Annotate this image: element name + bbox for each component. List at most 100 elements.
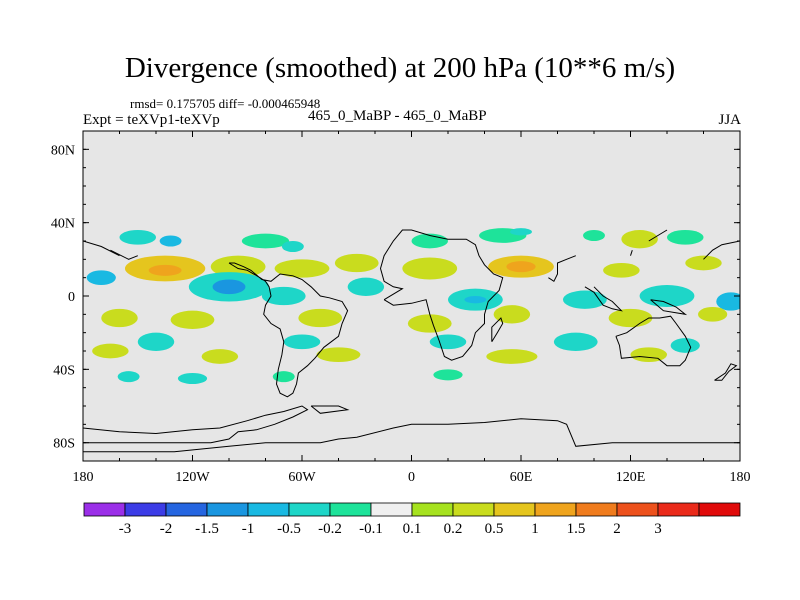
field-blob-3	[281, 241, 304, 252]
x-tick-label-5: 120E	[616, 470, 646, 485]
colorbar-swatch-9	[452, 502, 495, 517]
coastline-1	[83, 418, 740, 453]
field-blob-28	[639, 285, 695, 307]
field-blob-34	[493, 305, 531, 324]
coastline-15	[548, 255, 576, 283]
y-axis: 80N 40N 0 40S 80S	[51, 130, 740, 462]
field-blob-18	[603, 263, 640, 278]
coastline-12	[83, 240, 120, 257]
field-blob-15	[402, 257, 458, 280]
coastline-5	[379, 229, 504, 361]
x-tick-label-2: 60W	[288, 470, 316, 485]
field-blob-41	[670, 338, 700, 353]
field-blob-29	[716, 292, 740, 311]
colorbar-label-4: -0.5	[277, 521, 301, 537]
coastline-6	[491, 317, 504, 343]
field-blob-13	[274, 259, 330, 278]
field-blob-1	[159, 235, 182, 247]
coastline-0	[83, 405, 309, 444]
colorbar-label-11: 1.5	[567, 521, 586, 537]
x-tick-label-0: 180	[73, 470, 94, 485]
field-blob-46	[630, 347, 667, 362]
field-blob-50	[117, 371, 140, 383]
chart-title: Divergence (smoothed) at 200 hPa (10**6 …	[124, 52, 676, 84]
x-tick-label-3: 0	[408, 470, 415, 485]
field-blob-36	[698, 307, 728, 322]
field-blob-2	[241, 233, 290, 249]
field-blob-9	[667, 230, 704, 245]
field-blob-8	[621, 230, 658, 249]
stats-text: rmsd= 0.175705 diff= -0.000465948	[130, 96, 321, 111]
colorbar-swatch-8	[411, 502, 454, 517]
colorbar-label-13: 3	[654, 521, 662, 537]
y-tick-label-4: 80S	[53, 437, 75, 452]
coastline-2	[310, 405, 350, 414]
colorbar-swatch-13	[616, 502, 659, 517]
field-blob-32	[298, 308, 343, 328]
field-blob-47	[177, 373, 208, 384]
colorbar-swatch-1	[124, 502, 167, 517]
field-blob-45	[486, 349, 538, 364]
x-tick-label-4: 60E	[510, 470, 533, 485]
colorbar-swatch-7	[370, 502, 413, 517]
field-blob-44	[316, 347, 361, 362]
colorbar-label-12: 2	[613, 521, 621, 537]
y-tick-label-2: 0	[68, 290, 75, 305]
colorbar-swatch-15	[698, 502, 741, 517]
x-axis: 180 120W 60W 0 60E 120E 180	[73, 131, 751, 485]
field-blob-31	[170, 310, 215, 330]
colorbar-swatch-5	[288, 502, 331, 517]
colorbar-swatch-4	[247, 502, 290, 517]
y-tick-label-1: 40N	[51, 217, 75, 232]
colorbar: -3 -2 -1.5 -1 -0.5 -0.2 -0.1 0.1 0.2 0.5 1 1.5 2 3	[83, 502, 741, 537]
field-blob-40	[553, 332, 598, 352]
case-label: 465_0_MaBP - 465_0_MaBP	[308, 108, 487, 124]
colorbar-swatch-3	[206, 502, 249, 517]
field-blob-43	[201, 349, 239, 364]
field-blob-24	[347, 277, 385, 297]
field-blob-22	[212, 279, 246, 295]
field-blob-49	[433, 369, 463, 381]
colorbar-swatch-14	[657, 502, 700, 517]
coastline-4	[228, 262, 349, 398]
colorbar-swatch-6	[329, 502, 372, 517]
experiment-label: Expt = teXVp1-teXVp	[83, 112, 220, 128]
colorbar-swatch-11	[534, 502, 577, 517]
field-blob-42	[92, 343, 129, 359]
coastlines	[83, 229, 740, 453]
field-blob-12	[210, 255, 266, 278]
y-tick-label-3: 40S	[53, 363, 75, 378]
map-background	[83, 131, 740, 461]
coastline-7	[584, 286, 623, 312]
colorbar-label-9: 0.5	[485, 521, 504, 537]
field-blob-39	[429, 334, 467, 350]
field-blob-48	[272, 371, 295, 383]
field-blob-20	[86, 270, 116, 285]
colorbar-label-2: -1.5	[195, 521, 219, 537]
colorbar-label-5: -0.2	[318, 521, 342, 537]
coastline-13	[648, 229, 668, 242]
coastline-9	[650, 299, 688, 316]
field-blob-23	[261, 286, 306, 306]
coastline-3	[110, 249, 138, 260]
coastline-8	[615, 315, 692, 367]
season-label: JJA	[718, 112, 741, 128]
field-blob-17	[506, 261, 536, 273]
field-blob-14	[334, 253, 379, 273]
colorbar-swatch-12	[575, 502, 618, 517]
field-blob-7	[583, 230, 605, 241]
colorbar-label-0: -3	[119, 521, 132, 537]
colorbar-label-8: 0.2	[444, 521, 463, 537]
field-blob-38	[283, 334, 321, 350]
field-blob-6	[510, 228, 532, 236]
y-tick-label-0: 80N	[51, 143, 75, 158]
field-blob-11	[148, 264, 182, 276]
colorbar-label-10: 1	[531, 521, 539, 537]
field-blob-0	[119, 230, 156, 245]
colorbar-label-3: -1	[242, 521, 255, 537]
colorbar-label-7: 0.1	[403, 521, 422, 537]
coastline-14	[630, 250, 633, 256]
coastline-11	[703, 240, 740, 260]
field-blob-30	[101, 308, 138, 328]
